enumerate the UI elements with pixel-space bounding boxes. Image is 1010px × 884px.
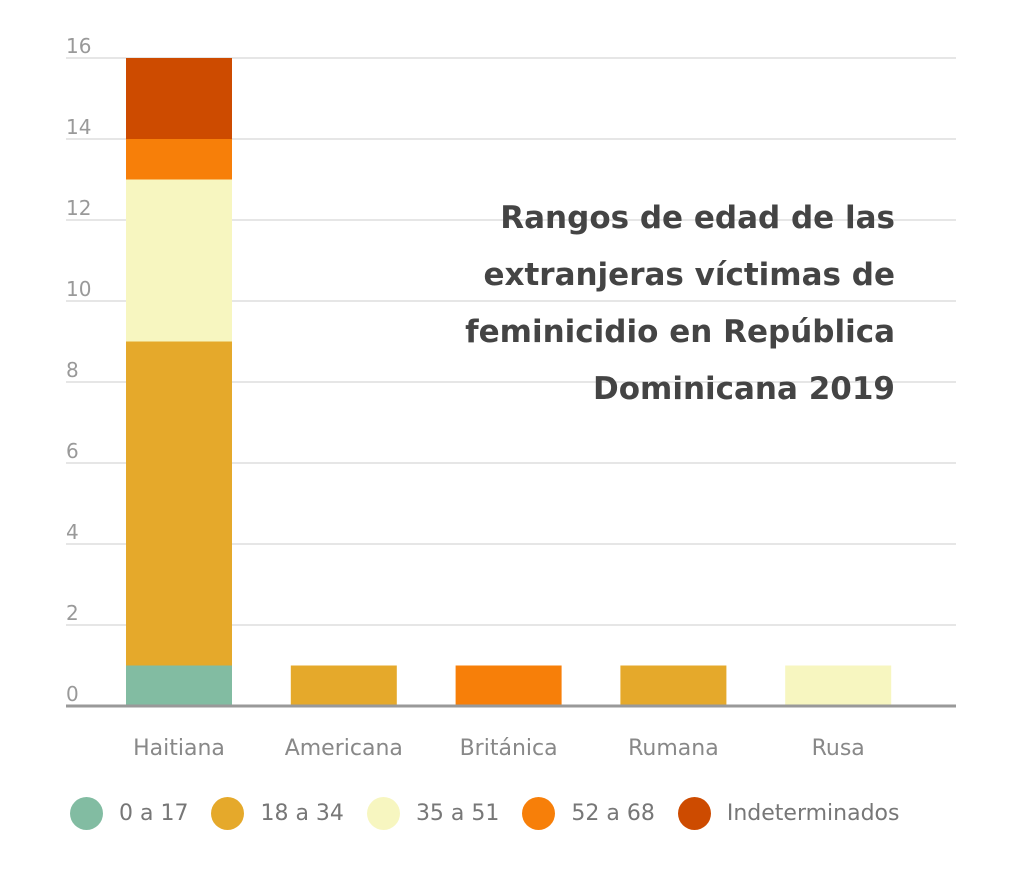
x-tick-label: Americana [285, 736, 403, 761]
chart-title: Rangos de edad de las extranjeras víctim… [465, 200, 895, 407]
x-tick-label: Haitiana [133, 736, 225, 761]
legend-label: 35 a 51 [415, 800, 500, 826]
bar-segment [620, 665, 727, 706]
y-tick-label: 0 [66, 682, 79, 706]
x-axis-ticks: Haitiana Americana Británica Rumana Rusa [133, 736, 865, 761]
legend-swatch [522, 796, 556, 830]
legend-item: 18 a 34 [211, 796, 344, 830]
y-tick-label: 10 [66, 277, 91, 301]
y-tick-label: 8 [66, 358, 79, 382]
legend-swatch [211, 796, 245, 830]
bar-segment [126, 139, 232, 180]
legend-label: 52 a 68 [571, 800, 655, 826]
legend: 0 a 17 18 a 34 35 a 51 52 a 68 Indeterminado… [70, 795, 922, 831]
legend-item: 35 a 51 [366, 796, 500, 830]
y-tick-label: 16 [66, 34, 91, 58]
bar-segment [290, 665, 397, 706]
legend-swatch [70, 796, 103, 830]
bar-segment [455, 665, 562, 706]
legend-label: Indeterminados [726, 800, 900, 826]
y-tick-label: 14 [66, 115, 91, 139]
legend-label: 18 a 34 [260, 800, 344, 826]
bar-segment [785, 665, 892, 706]
bar-segment [126, 179, 232, 342]
legend-swatch [677, 796, 711, 830]
y-tick-label: 12 [66, 196, 91, 220]
legend-swatch [366, 796, 400, 830]
bars [126, 58, 892, 706]
y-axis-ticks: 0 2 4 6 8 10 12 14 16 [66, 34, 91, 706]
legend-item: Indeterminados [677, 796, 900, 830]
x-tick-label: Británica [460, 736, 558, 761]
y-tick-label: 2 [66, 601, 79, 625]
y-tick-label: 6 [66, 439, 79, 463]
bar-segment [126, 665, 232, 706]
legend-item: 0 a 17 [70, 796, 189, 830]
y-tick-label: 4 [66, 520, 79, 544]
legend-label: 0 a 17 [119, 800, 189, 826]
bar-segment [126, 58, 232, 139]
x-tick-label: Rusa [812, 736, 865, 761]
legend-item: 52 a 68 [522, 796, 655, 830]
x-tick-label: Rumana [628, 736, 719, 761]
bar-segment [126, 341, 232, 666]
